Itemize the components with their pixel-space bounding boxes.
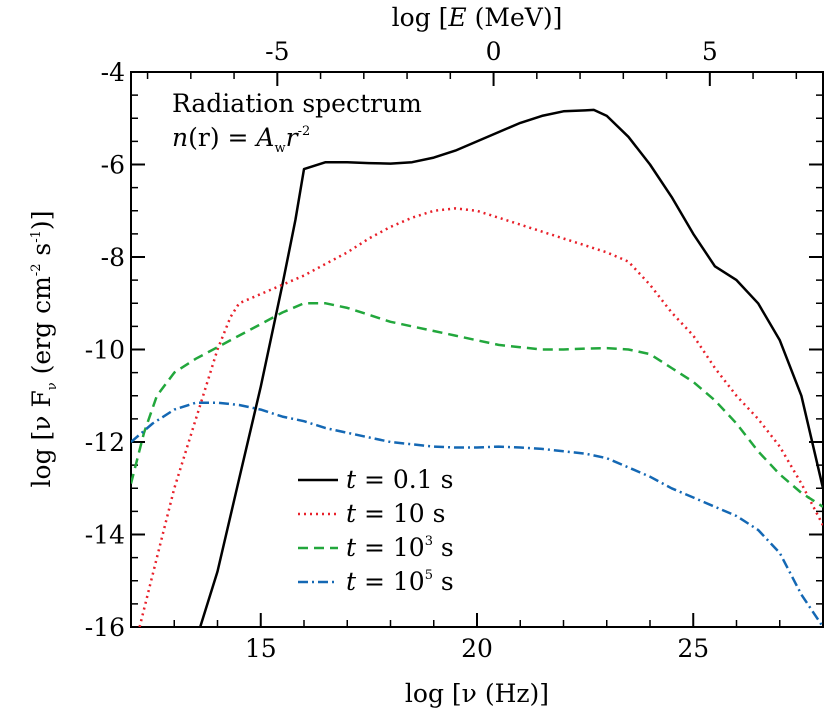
y-tick-label: -12 [85, 428, 125, 457]
legend-label-pre: = 10 [356, 533, 425, 562]
y-axis-title: log [ν Fν (erg cm-2 s-1)] [27, 211, 60, 488]
y-tick-label: -6 [101, 151, 125, 180]
legend-label-pre: = 10 [356, 567, 425, 596]
annotation-r: r [286, 123, 300, 152]
annotation-sub: w [274, 141, 285, 156]
annotation-n: n [172, 123, 188, 152]
y-axis-title-sub: ν [45, 382, 60, 390]
x2-tick-label: 0 [486, 37, 502, 66]
x2-axis-title-pre: log [ [392, 3, 449, 32]
y-tick-label: -14 [85, 521, 125, 550]
x2-tick-label: 5 [702, 37, 718, 66]
x2-axis-title: log [E (MeV)] [392, 3, 563, 32]
x-tick-label: 20 [461, 634, 493, 663]
legend: t = 0.1 st = 10 st = 103 st = 105 s [298, 465, 454, 596]
legend-label-post: s [433, 533, 454, 562]
x2-tick-label: -5 [265, 37, 289, 66]
legend-label-3: t = 103 s [346, 533, 454, 562]
x-axis-title: log [ν (Hz)] [405, 679, 549, 708]
legend-label-sup: 5 [425, 568, 433, 583]
legend-label-post: s [433, 567, 454, 596]
y-tick-label: -8 [101, 243, 125, 272]
legend-label-2: t = 10 s [346, 499, 445, 528]
series-line-3 [131, 302, 823, 508]
legend-label-t: t [346, 533, 357, 562]
series-line-2 [138, 207, 823, 627]
x-tick-label: 25 [677, 634, 709, 663]
annotation-title: Radiation spectrum [172, 89, 422, 118]
series-line-4 [131, 401, 823, 627]
tick-labels: 15 20 25 -5 0 5 -16 -14 -12 -10 -8 -6 -4 [85, 37, 718, 663]
x2-axis-title-post: (MeV)] [467, 3, 563, 32]
y-tick-label: -10 [85, 336, 125, 365]
annotation-sup: -2 [298, 124, 311, 139]
legend-label-t: t [346, 567, 357, 596]
y-axis-title-part1: log [ν F [27, 390, 56, 487]
y-axis-title-part2: (erg cm [27, 276, 56, 382]
annotation-A: A [254, 123, 274, 152]
annotation-mid: (r) = [188, 123, 256, 152]
axis-ticks [130, 71, 824, 628]
x-tick-label: 15 [245, 634, 277, 663]
y-axis-title-sup2: -1 [29, 230, 44, 243]
x2-axis-title-var: E [447, 3, 466, 32]
legend-label-sup: 3 [425, 534, 433, 549]
y-axis-title-sup1: -2 [29, 264, 44, 277]
legend-label-t: t [346, 499, 357, 528]
legend-label-pre: = 10 s [356, 499, 445, 528]
legend-label-pre: = 0.1 s [356, 465, 453, 494]
legend-label-4: t = 105 s [346, 567, 454, 596]
y-tick-label: -4 [101, 58, 125, 87]
y-tick-label: -16 [85, 613, 125, 642]
plot-frame [130, 71, 824, 628]
y-axis-title-part4: )] [27, 211, 56, 231]
annotation-density-law: n(r) = Awr-2 [172, 123, 310, 156]
series-line-1 [199, 108, 823, 627]
legend-label-t: t [346, 465, 357, 494]
legend-label-1: t = 0.1 s [346, 465, 453, 494]
y-axis-title-part3: s [27, 243, 56, 264]
series-layer [131, 108, 823, 627]
